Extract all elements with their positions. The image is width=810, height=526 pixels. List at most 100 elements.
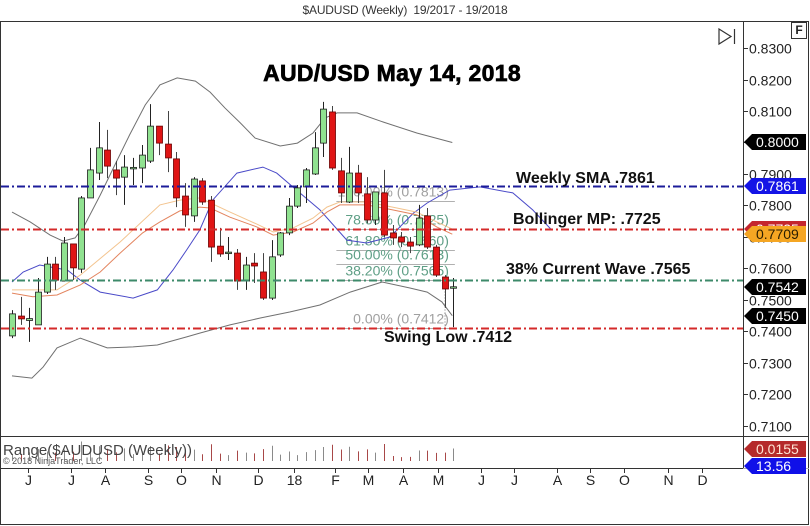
candle-up[interactable] xyxy=(191,177,198,222)
candle-down[interactable] xyxy=(260,253,267,300)
candle-down[interactable] xyxy=(355,164,362,203)
candle-down[interactable] xyxy=(113,161,120,196)
candle-down[interactable] xyxy=(70,243,77,281)
time-tick-label: J xyxy=(68,472,75,488)
price-tick-label: 0.7800 xyxy=(749,198,792,214)
candle-down[interactable] xyxy=(390,225,397,245)
candle-up[interactable] xyxy=(139,145,146,184)
copyright-notice: © 2018 NinjaTrader, LLC xyxy=(3,456,103,466)
candle-up[interactable] xyxy=(277,231,284,257)
price-tick-label: 0.8200 xyxy=(749,73,792,89)
time-tick-label: D xyxy=(697,472,707,488)
time-tick-label: D xyxy=(253,472,263,488)
candle-down[interactable] xyxy=(364,177,371,224)
candle-up[interactable] xyxy=(44,256,51,295)
candle-up[interactable] xyxy=(96,122,103,180)
svg-text:0.7861: 0.7861 xyxy=(756,178,799,194)
price-tick-label: 0.7600 xyxy=(749,261,792,277)
candle-up[interactable] xyxy=(9,310,16,339)
price-tick-label: 0.7100 xyxy=(749,419,792,435)
price-tick-label: 0.7500 xyxy=(749,293,792,309)
chart-frame xyxy=(0,21,809,525)
scroll-to-end-button[interactable] xyxy=(717,27,737,46)
candle-up[interactable] xyxy=(346,146,353,203)
candle-up[interactable] xyxy=(312,132,319,175)
candle-up[interactable] xyxy=(269,240,276,300)
candle-down[interactable] xyxy=(338,157,345,203)
candle-down[interactable] xyxy=(407,237,414,254)
candle-down[interactable] xyxy=(156,125,163,156)
fib-level-label: 50.00% (0.7613) xyxy=(345,247,449,263)
candle-down[interactable] xyxy=(52,256,59,290)
svg-text:0.8000: 0.8000 xyxy=(756,134,799,150)
skip-to-end-icon xyxy=(718,27,736,46)
price-tick-label: 0.8100 xyxy=(749,104,792,120)
candle-down[interactable] xyxy=(329,105,336,170)
svg-text:0.0155: 0.0155 xyxy=(756,441,799,457)
candle-up[interactable] xyxy=(372,191,379,226)
time-tick-label: F xyxy=(331,472,340,488)
time-tick-label: N xyxy=(211,472,221,488)
candle-up[interactable] xyxy=(35,277,42,326)
price-panel[interactable]: 100.00% (0.7813)78.60% (0.7725)61.80% (0… xyxy=(1,77,743,379)
svg-text:13.56: 13.56 xyxy=(756,458,791,474)
range-flag: 13.56 xyxy=(744,458,806,474)
candle-up[interactable] xyxy=(416,204,423,247)
time-tick-label: J xyxy=(478,472,485,488)
candle-down[interactable] xyxy=(217,227,224,257)
time-tick-label: J xyxy=(25,472,32,488)
time-tick-label: S xyxy=(586,472,595,488)
time-tick-label: O xyxy=(176,472,187,488)
price-flag: 0.7709 xyxy=(744,226,806,242)
weekly-sma-line xyxy=(11,166,553,299)
candle-up[interactable] xyxy=(121,155,128,205)
candle-down[interactable] xyxy=(433,244,440,278)
bollinger-mp-annotation: Bollinger MP: .7725 xyxy=(513,211,661,228)
candle-up[interactable] xyxy=(130,157,137,186)
candle-up[interactable] xyxy=(243,256,250,290)
candle-down[interactable] xyxy=(18,296,25,325)
fib-level-label: 61.80% (0.7660) xyxy=(345,233,449,249)
candle-up[interactable] xyxy=(26,307,33,342)
time-tick-label: A xyxy=(101,472,111,488)
candle-up[interactable] xyxy=(320,101,327,157)
candle-down[interactable] xyxy=(165,111,172,173)
time-tick-label: M xyxy=(363,472,375,488)
fibonacci-retracement[interactable]: 100.00% (0.7813)78.60% (0.7725)61.80% (0… xyxy=(336,184,455,329)
price-tick-label: 0.7200 xyxy=(749,387,792,403)
time-tick-label: A xyxy=(553,472,563,488)
svg-text:0.7542: 0.7542 xyxy=(756,279,799,295)
candle-down[interactable] xyxy=(199,178,206,205)
range-flag: 0.0155 xyxy=(744,441,806,457)
bollinger-midpoint-line xyxy=(12,197,453,291)
price-flag: 0.7450 xyxy=(744,308,806,324)
candle-up[interactable] xyxy=(303,168,310,203)
candle-down[interactable] xyxy=(381,169,388,237)
current-wave-annotation: 38% Current Wave .7565 xyxy=(506,261,691,278)
candle-down[interactable] xyxy=(182,183,189,227)
candle-up[interactable] xyxy=(225,237,232,260)
price-tick-label: 0.8300 xyxy=(749,41,792,57)
price-tick-label: 0.7300 xyxy=(749,356,792,372)
candle-up[interactable] xyxy=(61,237,68,282)
candle-up[interactable] xyxy=(294,185,301,209)
time-tick-label: J xyxy=(511,472,518,488)
window-title: $AUDUSD (Weekly) 19/2017 - 19/2018 xyxy=(302,3,508,17)
time-tick-label: M xyxy=(433,472,445,488)
candle-up[interactable] xyxy=(450,277,457,328)
candle-down[interactable] xyxy=(234,248,241,290)
time-tick-label: 18 xyxy=(287,472,303,488)
candle-up[interactable] xyxy=(87,147,94,199)
candle-down[interactable] xyxy=(104,129,111,179)
candlesticks xyxy=(9,101,457,342)
candle-up[interactable] xyxy=(147,104,154,163)
candle-down[interactable] xyxy=(173,151,180,208)
candle-down[interactable] xyxy=(424,208,431,249)
candle-down[interactable] xyxy=(398,231,405,248)
candle-up[interactable] xyxy=(78,196,85,273)
range-indicator-bars xyxy=(12,441,454,461)
f-button[interactable]: F xyxy=(791,22,807,39)
time-tick-label: O xyxy=(619,472,630,488)
candle-down[interactable] xyxy=(251,253,258,283)
